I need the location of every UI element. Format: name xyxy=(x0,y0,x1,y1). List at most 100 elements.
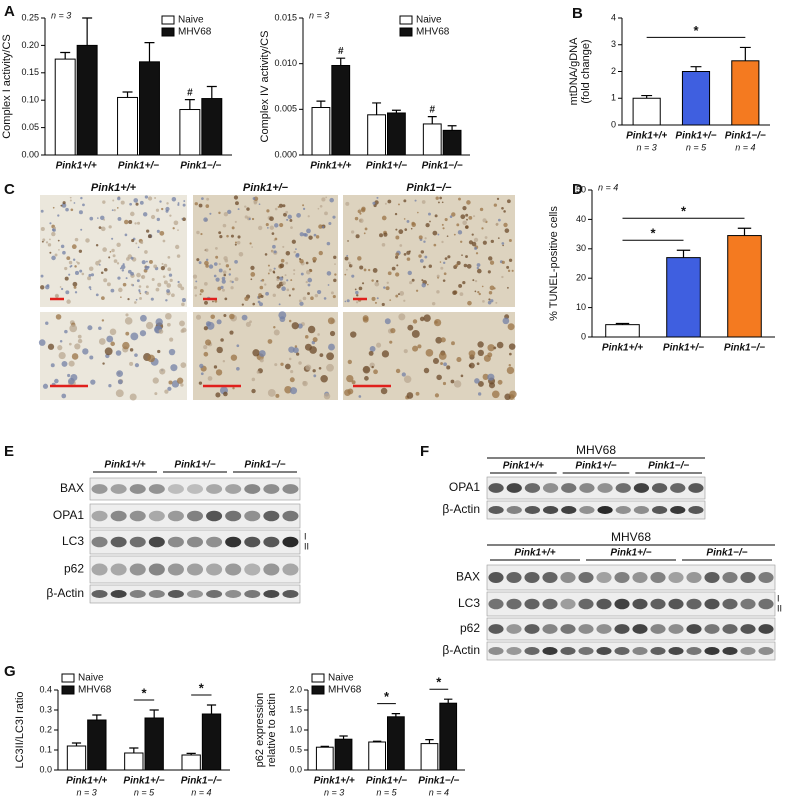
tissue-speck xyxy=(371,296,376,301)
blot-band xyxy=(740,572,756,583)
tissue-speck xyxy=(436,290,440,294)
tissue-speck xyxy=(477,392,482,396)
tissue-speck xyxy=(64,329,68,334)
tissue-speck xyxy=(236,366,240,371)
bar xyxy=(442,129,462,156)
tissue-speck xyxy=(234,241,237,244)
blot-band xyxy=(651,506,668,514)
tissue-speck xyxy=(334,273,337,276)
blot-group-label: Pink1+/− xyxy=(174,460,215,471)
tissue-speck xyxy=(481,285,484,288)
tissue-speck xyxy=(61,360,68,367)
blot-band xyxy=(488,647,504,655)
blot-band xyxy=(225,563,242,576)
blot-band xyxy=(91,536,108,548)
tissue-speck xyxy=(215,392,221,398)
tissue-speck xyxy=(437,201,440,204)
tissue-speck xyxy=(252,197,256,200)
tissue-speck xyxy=(293,250,297,254)
tissue-speck xyxy=(155,287,160,292)
tissue-speck xyxy=(139,200,144,205)
tissue-speck xyxy=(138,289,141,292)
blot-band xyxy=(244,484,261,494)
tissue-speck xyxy=(45,241,49,244)
tissue-speck xyxy=(46,284,50,288)
y-tick-label: 0 xyxy=(581,331,586,341)
tissue-speck xyxy=(60,244,65,249)
tissue-speck xyxy=(357,209,361,214)
blot-group-label: Pink1+/+ xyxy=(503,461,544,472)
tissue-speck xyxy=(177,202,180,205)
blot-row-label: p62 xyxy=(64,562,84,576)
tissue-speck xyxy=(408,250,411,253)
tissue-speck xyxy=(345,201,350,206)
x-tick-label: Pink1−/− xyxy=(422,161,463,172)
x-tick-label: Pink1+/− xyxy=(118,161,159,172)
bar xyxy=(605,324,640,338)
tissue-speck xyxy=(362,316,369,323)
tissue-speck xyxy=(111,237,114,240)
legend-swatch xyxy=(311,673,325,683)
tissue-speck xyxy=(347,240,349,242)
tissue-speck xyxy=(130,283,134,286)
tissue-speck xyxy=(442,227,445,230)
bar xyxy=(731,60,760,126)
tissue-speck xyxy=(351,380,356,385)
tissue-speck xyxy=(487,270,491,274)
tissue-speck xyxy=(115,389,124,398)
legend-label: Naive xyxy=(78,673,104,684)
blot-band xyxy=(668,647,684,655)
tissue-speck xyxy=(223,314,227,318)
y-tick-label: 0.1 xyxy=(39,744,52,754)
tissue-speck xyxy=(256,370,260,374)
error-bar xyxy=(129,747,139,753)
blot-band xyxy=(722,647,738,655)
tissue-speck xyxy=(389,299,392,301)
tissue-speck xyxy=(125,313,129,317)
legend-swatch xyxy=(311,685,325,695)
tissue-speck xyxy=(98,259,102,263)
tissue-speck xyxy=(95,243,99,247)
tissue-speck xyxy=(381,243,386,247)
tissue-speck xyxy=(244,296,249,302)
tissue-speck xyxy=(230,354,238,361)
blot-band xyxy=(91,484,108,494)
tissue-speck xyxy=(164,389,169,394)
blot-band xyxy=(282,536,299,548)
tissue-speck xyxy=(179,320,185,327)
significance-label: * xyxy=(384,689,390,704)
tissue-speck xyxy=(134,363,140,368)
tissue-speck xyxy=(203,326,208,331)
tissue-speck xyxy=(441,223,444,226)
blot-band xyxy=(650,598,666,610)
tissue-speck xyxy=(278,203,283,208)
tissue-speck xyxy=(364,227,368,231)
tissue-speck xyxy=(163,280,168,285)
tissue-speck xyxy=(351,274,355,278)
tissue-speck xyxy=(219,234,223,239)
tissue-speck xyxy=(68,377,75,385)
tissue-speck xyxy=(383,232,388,237)
blot-group-label: Pink1−/− xyxy=(648,461,689,472)
tissue-speck xyxy=(395,368,401,374)
tissue-speck xyxy=(192,274,198,279)
tissue-speck xyxy=(149,259,153,264)
tissue-speck xyxy=(369,346,376,352)
tissue-speck xyxy=(457,230,463,235)
error-bar xyxy=(186,752,196,755)
tissue-speck xyxy=(307,283,311,287)
tissue-speck xyxy=(493,203,498,207)
tissue-speck xyxy=(127,298,130,301)
tissue-speck xyxy=(295,253,300,258)
tissue-speck xyxy=(380,387,388,395)
tissue-speck xyxy=(217,286,222,291)
tissue-speck xyxy=(159,368,166,375)
tissue-speck xyxy=(423,367,430,374)
blot-band xyxy=(167,484,184,494)
blot-band xyxy=(263,563,280,576)
tissue-speck xyxy=(447,255,451,259)
tissue-speck xyxy=(291,322,299,330)
tissue-speck xyxy=(140,274,146,280)
tissue-speck xyxy=(264,283,267,286)
tissue-speck xyxy=(90,273,95,277)
